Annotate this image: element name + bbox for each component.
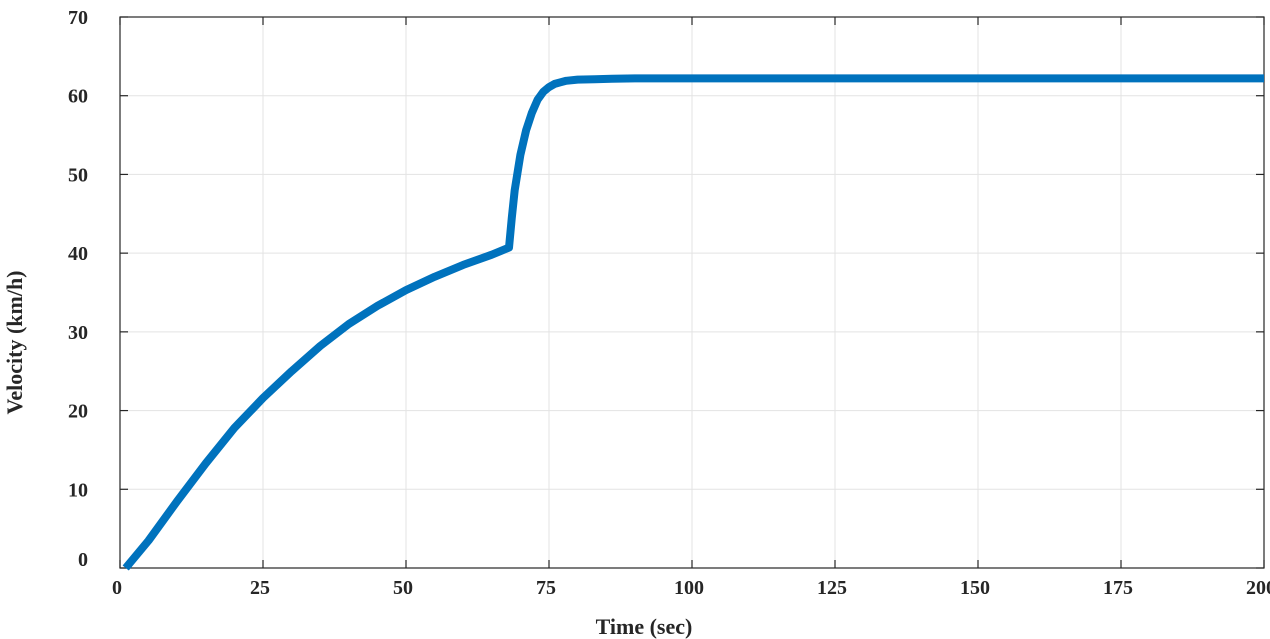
y-tick-label: 60 — [68, 86, 88, 108]
y-tick-label: 50 — [68, 164, 88, 186]
x-tick-label: 25 — [250, 577, 270, 599]
grid — [119, 16, 1265, 569]
x-tick-label: 50 — [393, 577, 413, 599]
x-tick-label: 125 — [817, 577, 847, 599]
x-tick-label: 175 — [1103, 577, 1133, 599]
velocity-series-line — [122, 74, 1264, 571]
series-layer — [122, 74, 1264, 571]
x-tick-label: 0 — [112, 577, 122, 599]
x-tick-label: 200 — [1246, 577, 1270, 599]
y-tick-label: 40 — [68, 243, 88, 265]
y-axis-title: Velocity (km/h) — [2, 270, 27, 414]
y-tick-label: 0 — [78, 549, 88, 571]
y-tick-label: 70 — [68, 7, 88, 29]
y-tick-label: 10 — [68, 479, 88, 501]
y-tick-label: 30 — [68, 322, 88, 344]
axis-ticks: 0 25 50 75 100 125 150 175 200 0 10 20 30 40 50 60 70 — [68, 7, 1270, 599]
y-tick-label: 20 — [68, 401, 88, 423]
x-axis-title: Time (sec) — [596, 614, 693, 639]
x-tick-label: 100 — [674, 577, 704, 599]
x-tick-label: 150 — [960, 577, 990, 599]
x-tick-label: 75 — [536, 577, 556, 599]
